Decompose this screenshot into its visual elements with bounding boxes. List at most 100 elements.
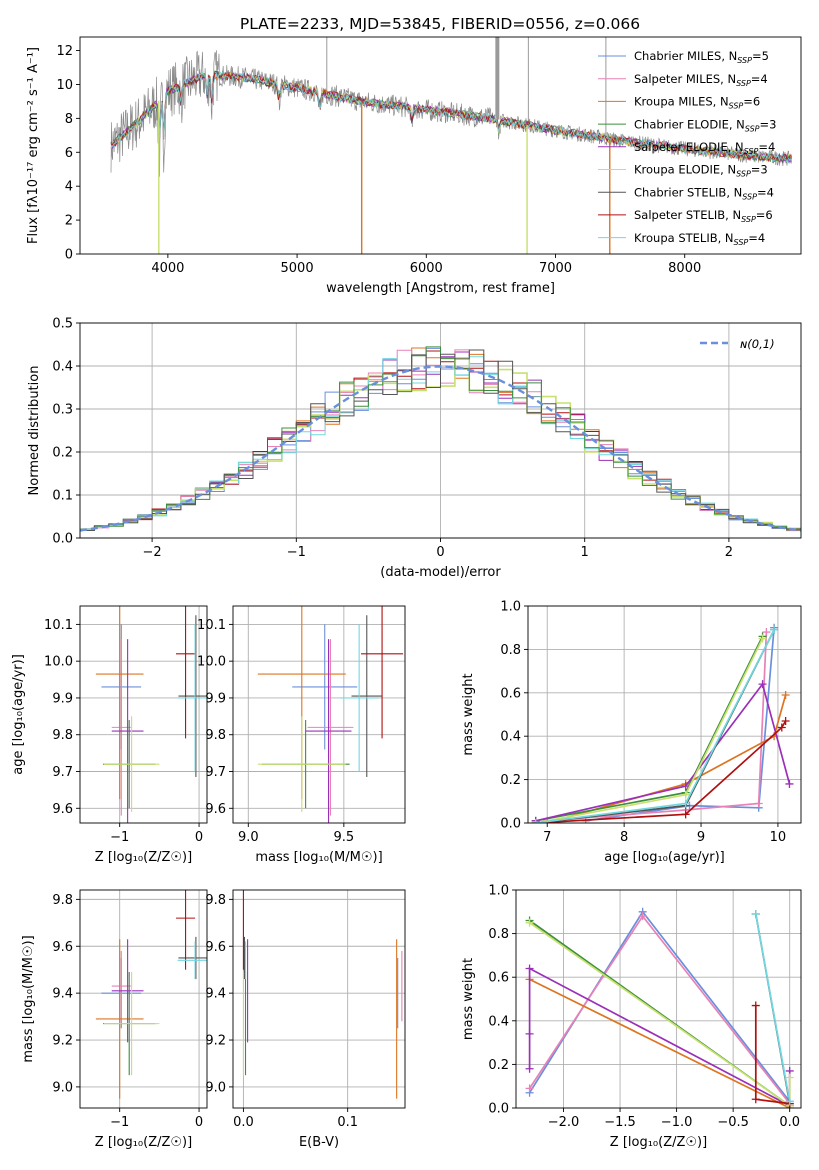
y-tick-label: 9.2: [52, 1034, 73, 1049]
legend-label: Salpeter ELODIE, NSSP=4: [634, 140, 775, 156]
x-axis-label: (data-model)/error: [380, 565, 501, 580]
errorbar-point: [307, 639, 354, 816]
errorbar-point: [340, 624, 379, 772]
normal-reference-curve: [80, 365, 801, 532]
y-axis-label: Normed distribution: [27, 366, 42, 496]
mass-weight-line: [754, 913, 791, 1102]
y-tick-label: 0.8: [488, 927, 509, 942]
y-tick-label: 9.2: [205, 1034, 226, 1049]
panel-age-vs-metallicity: −1 0 9.6 9.7 9.8 9.9 10.0 10.1 Z [log₁₀(Z/Z☉)] ag…: [11, 605, 208, 865]
mass-weight-line: [546, 694, 787, 823]
y-tick-label: 9.9: [205, 691, 226, 706]
y-tick-label: 10.0: [44, 655, 73, 670]
errorbar-point: [351, 615, 383, 778]
legend-label: Chabrier ELODIE, NSSP=3: [634, 117, 776, 133]
x-tick-label: 1: [581, 545, 589, 560]
errorbar-point: [103, 716, 160, 812]
y-tick-label: 9.8: [205, 893, 226, 908]
errorbar-point: [111, 639, 144, 823]
mass-weight-marker: [770, 625, 779, 634]
x-axis-label: E(B-V): [299, 1135, 339, 1150]
mass-weight-line: [528, 967, 791, 1108]
mass-weight-marker: [758, 680, 767, 689]
errorbar-point: [103, 972, 160, 1076]
legend-label: Salpeter STELIB, NSSP=6: [634, 208, 773, 224]
panel-mass-weight-vs-metallicity: −2.0 −1.5 −1.0 −0.5 0.0 0.0 0.2 0.4 0.6 0.8 1.0 Z […: [461, 884, 802, 1150]
y-tick-label: 0.6: [488, 971, 509, 986]
mass-weight-line: [754, 1005, 790, 1105]
x-axis-label: Z [log₁₀(Z/Z☉)]: [95, 1135, 192, 1150]
x-tick-label: 4000: [151, 261, 184, 276]
errorbar-point: [176, 890, 196, 970]
plots-layer: 4000 5000 6000 7000 8000024681012wavelength …: [11, 36, 802, 1150]
plot-area-age-vs-mass: [257, 606, 404, 823]
legend-label: Kroupa STELIB, NSSP=4: [634, 231, 765, 247]
y-tick-label: 0: [65, 248, 73, 263]
y-axis-label: mass weight: [461, 958, 476, 1040]
x-tick-label: 8: [620, 830, 628, 845]
plot-area-mass-weight-vs-metallicity: [525, 907, 794, 1108]
axes-frame: [515, 889, 802, 1109]
plot-area-age-vs-metallicity: [95, 606, 207, 823]
y-tick-label: 0.4: [52, 360, 73, 375]
x-tick-label: −1: [110, 1115, 129, 1130]
mass-weight-marker: [681, 799, 690, 808]
axes-frame: [527, 605, 802, 824]
y-tick-label: 9.4: [52, 987, 73, 1002]
axes-frame: [79, 889, 208, 1109]
mass-weight-line: [529, 978, 791, 1108]
x-tick-label: 9.0: [238, 830, 259, 845]
y-tick-label: 9.9: [52, 691, 73, 706]
x-tick-label: 7: [543, 830, 551, 845]
mass-weight-marker: [751, 909, 760, 918]
plot-area-mass-vs-extinction: [242, 890, 403, 1099]
errorbar-point: [361, 606, 404, 739]
mass-weight-line: [535, 720, 787, 823]
x-tick-label: −1.5: [604, 1115, 636, 1130]
mass-weight-marker: [762, 628, 771, 637]
y-tick-label: 9.6: [52, 940, 73, 955]
x-tick-label: 9: [697, 830, 705, 845]
y-tick-label: 10: [56, 78, 73, 93]
mass-weight-marker: [525, 1064, 534, 1073]
y-tick-label: 1.0: [488, 884, 509, 899]
y-tick-label: 9.6: [205, 802, 226, 817]
y-tick-label: 9.8: [205, 728, 226, 743]
errorbar-point: [95, 606, 144, 800]
panel-mass-weight-vs-age: 7 8 9 10 0.0 0.2 0.4 0.6 0.8 1.0 age [log₁₀(age/yr…: [461, 600, 802, 865]
y-tick-label: 0.2: [488, 1058, 509, 1073]
panel-mass-vs-extinction: 0.0 0.1 9.0 9.2 9.4 9.6 9.8 E(B-V): [205, 889, 406, 1150]
mass-weight-marker: [758, 634, 767, 643]
axes-frame: [79, 36, 802, 255]
x-tick-label: 8000: [668, 261, 701, 276]
mass-weight-marker: [785, 1073, 794, 1082]
spectrum-legend: Chabrier MILES, NSSP=5 Salpeter MILES, NS…: [598, 49, 776, 247]
y-tick-label: 9.6: [52, 802, 73, 817]
mass-weight-marker: [751, 1001, 760, 1010]
mass-weight-marker: [525, 1084, 534, 1093]
y-tick-label: 0.2: [500, 773, 521, 788]
mass-weight-marker: [681, 782, 690, 791]
y-tick-label: 0.0: [52, 532, 73, 547]
axes-frame: [232, 889, 406, 1109]
plot-area-spectrum: [110, 37, 793, 254]
y-tick-label: 9.7: [205, 765, 226, 780]
figure-title: PLATE=2233, MJD=53845, FIBERID=0556, z=0…: [240, 15, 640, 33]
y-axis-label: mass [log₁₀(M/M☉)]: [21, 935, 36, 1062]
legend-label: Kroupa MILES, NSSP=6: [634, 95, 760, 111]
legend-label: Kroupa ELODIE, NSSP=3: [634, 163, 768, 179]
y-tick-label: 9.0: [52, 1080, 73, 1095]
y-tick-label: 0.4: [488, 1014, 509, 1029]
mass-weight-marker: [785, 1097, 794, 1106]
y-tick-label: 9.8: [52, 893, 73, 908]
y-tick-label: 10.0: [197, 655, 226, 670]
x-tick-label: 10: [770, 830, 787, 845]
x-tick-label: −1.0: [661, 1115, 693, 1130]
mass-weight-line: [547, 631, 768, 822]
x-tick-label: 6000: [410, 261, 443, 276]
y-axis-label: age [log₁₀(age/yr)]: [11, 654, 26, 775]
panel-mass-vs-metallicity: −1 0 9.0 9.2 9.4 9.6 9.8 Z [log₁₀(Z/Z☉)] mass [l…: [21, 889, 208, 1150]
axes-frame: [232, 605, 406, 824]
model-spectrum-line: [110, 70, 793, 163]
y-tick-label: 1.0: [500, 600, 521, 615]
